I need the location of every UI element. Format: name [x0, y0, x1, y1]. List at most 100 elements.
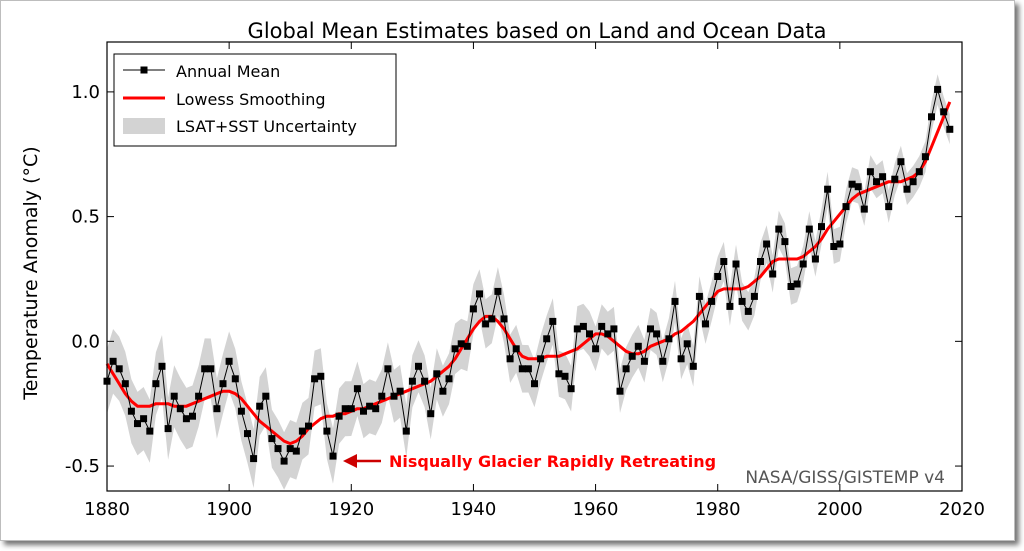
annual-mean-marker	[732, 260, 740, 268]
annual-mean-marker	[329, 452, 337, 460]
annual-mean-marker	[653, 330, 661, 338]
annual-mean-marker	[366, 402, 374, 410]
annual-mean-marker	[598, 322, 606, 330]
annual-mean-marker	[531, 380, 538, 388]
annual-mean-marker	[610, 325, 618, 333]
figure-frame: 1880 1900 1920 1940 1960 1980 2000 2020 1.0 0.5 0…	[0, 0, 1015, 541]
annual-mean-marker	[244, 430, 251, 438]
annual-mean-marker	[488, 315, 496, 323]
legend-uncertainty-label: LSAT+SST Uncertainty	[176, 117, 357, 136]
chart-title: Global Mean Estimates based on Land and …	[248, 19, 827, 43]
annual-mean-marker	[702, 320, 709, 328]
annual-mean-marker	[640, 357, 648, 365]
annual-mean-marker	[518, 365, 526, 373]
annual-mean-marker	[421, 377, 429, 385]
annotation-arrowhead	[343, 454, 357, 468]
x-tick-label: 1940	[451, 499, 497, 520]
annual-mean-marker	[445, 375, 453, 383]
annual-mean-marker	[842, 203, 850, 211]
annual-mean-marker	[695, 292, 703, 300]
temperature-chart: 1880 1900 1920 1940 1960 1980 2000 2020 1.0 0.5 0…	[20, 19, 985, 520]
annual-mean-marker	[738, 297, 746, 305]
annual-mean-marker	[170, 392, 178, 400]
annual-mean-marker	[408, 377, 416, 385]
glacier-annotation: Nisqually Glacier Rapidly Retreating	[343, 452, 716, 471]
annual-mean-marker	[127, 407, 135, 415]
annual-mean-marker	[622, 365, 630, 373]
annual-mean-marker	[561, 372, 569, 380]
annual-mean-marker	[921, 153, 929, 161]
annual-mean-marker	[457, 340, 465, 348]
annual-mean-marker	[298, 427, 306, 435]
annual-mean-marker	[494, 287, 502, 295]
annual-mean-marker	[146, 427, 154, 435]
annual-mean-marker	[341, 405, 349, 413]
annual-mean-marker	[799, 260, 807, 268]
annual-mean-marker	[744, 307, 752, 315]
annual-mean-marker	[482, 320, 490, 328]
annual-mean-marker	[335, 412, 343, 420]
annual-mean-marker	[671, 297, 679, 305]
annual-mean-marker	[647, 325, 654, 333]
annual-mean-marker	[506, 355, 514, 363]
x-tick-label: 1920	[328, 499, 374, 520]
annual-mean-marker	[250, 455, 258, 463]
annual-mean-marker	[439, 387, 447, 395]
annual-mean-marker	[946, 125, 954, 133]
annual-mean-marker	[860, 205, 868, 213]
annotation-text: Nisqually Glacier Rapidly Retreating	[389, 452, 716, 471]
annual-mean-marker	[683, 340, 691, 348]
annual-mean-marker	[347, 405, 355, 413]
watermark-text: NASA/GISS/GISTEMP v4	[745, 468, 945, 488]
annual-mean-marker	[763, 240, 771, 248]
x-tick-label: 2000	[817, 499, 863, 520]
annual-mean-marker	[775, 225, 783, 233]
annual-mean-marker	[152, 380, 160, 388]
annual-mean-marker	[634, 342, 642, 350]
annual-mean-marker	[213, 405, 221, 413]
annual-mean-marker	[769, 270, 777, 278]
annual-mean-marker	[757, 258, 764, 265]
annual-mean-layer	[103, 85, 954, 465]
legend-annual-mean-marker	[140, 66, 148, 74]
annual-mean-marker	[286, 445, 294, 453]
y-tick-label: 0.0	[71, 331, 100, 352]
annual-mean-marker	[268, 435, 276, 443]
annual-mean-marker	[109, 357, 117, 365]
annual-mean-marker	[689, 362, 697, 370]
annual-mean-marker	[866, 168, 874, 176]
x-tick-label: 1980	[695, 499, 741, 520]
annual-mean-marker	[848, 180, 856, 188]
annual-mean-marker	[182, 415, 190, 423]
annual-mean-marker	[604, 330, 612, 338]
annual-mean-marker	[940, 108, 948, 116]
annual-mean-marker	[928, 113, 935, 121]
annual-mean-marker	[158, 362, 166, 370]
annual-mean-marker	[402, 427, 410, 435]
annual-mean-marker	[201, 365, 209, 373]
annual-mean-marker	[317, 372, 325, 380]
annual-mean-marker	[256, 402, 264, 410]
annual-mean-marker	[549, 317, 557, 325]
annual-mean-marker	[195, 392, 203, 400]
annual-mean-marker	[592, 345, 600, 353]
legend-uncertainty-swatch	[123, 118, 165, 134]
annual-mean-marker	[818, 223, 825, 231]
annual-mean-marker	[396, 387, 404, 395]
annual-mean-marker	[573, 325, 581, 333]
annual-mean-marker	[720, 258, 728, 265]
annual-mean-marker	[824, 185, 832, 193]
annual-mean-marker	[390, 392, 398, 400]
y-axis-label: Temperature Anomaly (°C)	[20, 146, 42, 400]
y-axis: 1.0 0.5 0.0 -0.5	[65, 82, 962, 477]
annual-mean-marker	[378, 392, 386, 400]
annual-mean-marker	[567, 385, 575, 393]
annual-mean-marker	[219, 380, 227, 388]
y-tick-label: 0.5	[71, 207, 100, 228]
annual-mean-marker	[885, 203, 893, 211]
plot-area-border	[106, 41, 963, 492]
annual-mean-marker	[189, 412, 196, 420]
x-axis: 1880 1900 1920 1940 1960 1980 2000 2020	[84, 42, 985, 520]
annual-mean-marker	[140, 415, 148, 423]
annual-mean-marker	[665, 335, 673, 343]
